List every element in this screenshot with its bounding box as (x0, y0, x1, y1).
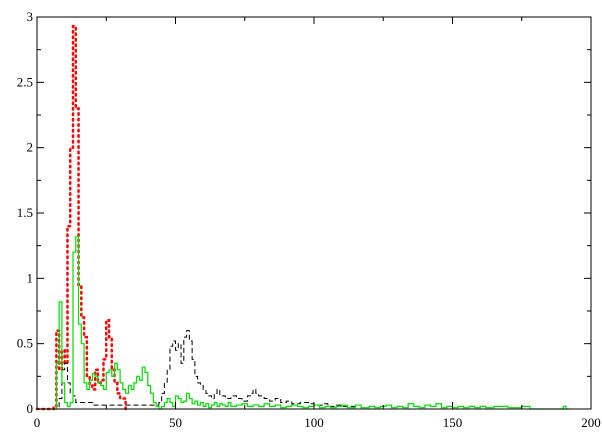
y-tick-label: 0.5 (17, 336, 33, 351)
x-tick-label: 150 (443, 415, 463, 430)
x-axis: 0 50 100 150 200 (34, 17, 601, 430)
series-line-dashed (37, 330, 359, 410)
y-tick-label: 2 (27, 140, 34, 155)
x-tick-label: 100 (304, 415, 324, 430)
series-line-solid (37, 235, 569, 410)
series-line-dotted (35, 24, 130, 411)
y-tick-label: 2.5 (17, 74, 33, 89)
y-tick-label: 0 (27, 401, 34, 416)
plot-frame (36, 16, 592, 410)
x-tick-label: 50 (169, 415, 182, 430)
x-tick-label: 200 (581, 415, 601, 430)
y-tick-label: 1.5 (17, 205, 33, 220)
plot-series (35, 24, 569, 411)
y-tick-label: 1 (27, 270, 34, 285)
y-tick-label: 3 (27, 9, 34, 24)
x-tick-label: 0 (34, 415, 41, 430)
y-axis: 0 0.5 1 1.5 2 2.5 3 (17, 9, 591, 416)
